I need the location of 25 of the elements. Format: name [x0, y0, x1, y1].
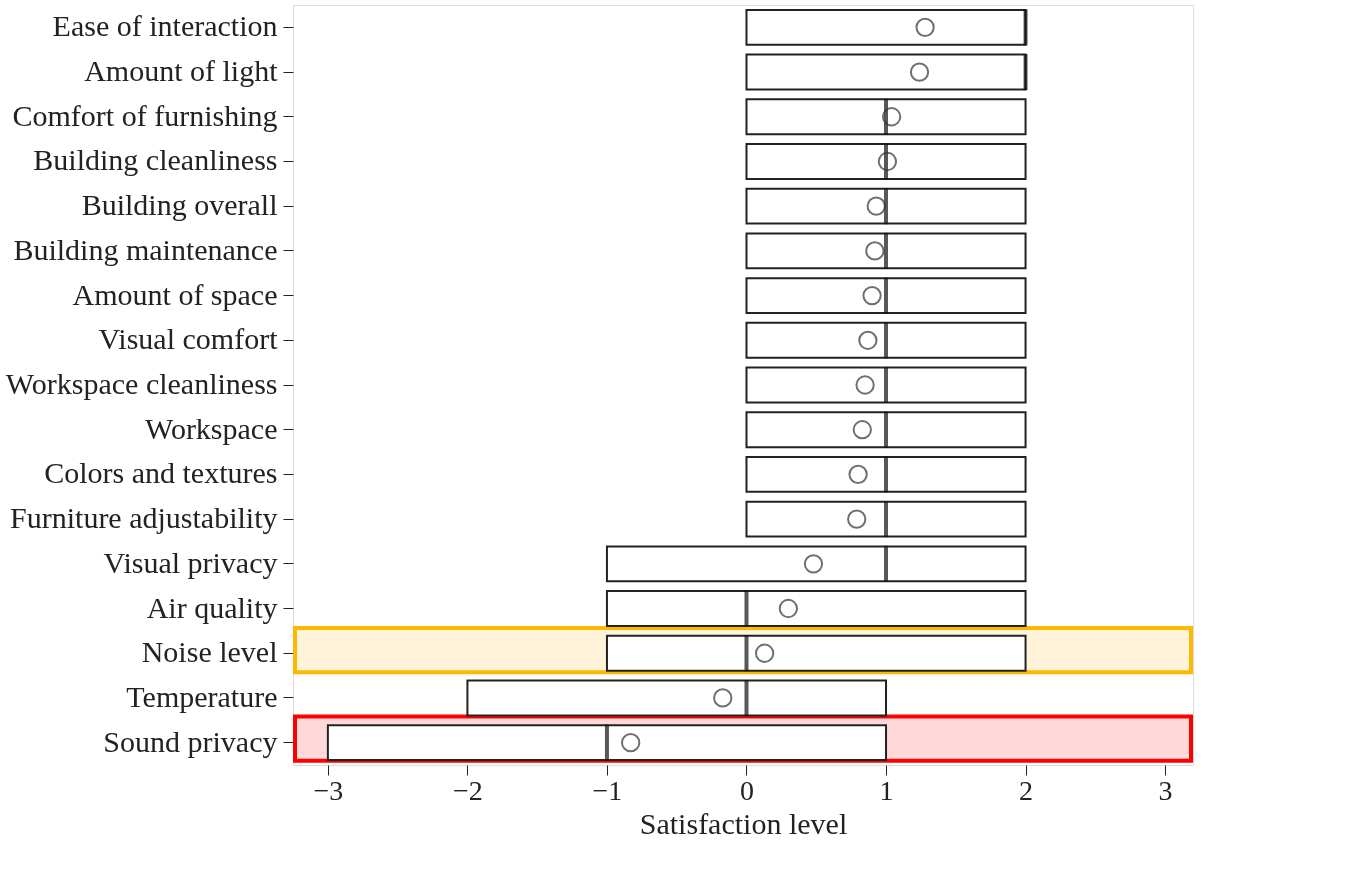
x-tick-label: 2 [1019, 774, 1034, 806]
y-tick-label: Noise level [141, 635, 278, 669]
y-tick-label: Workspace cleanliness [5, 367, 278, 400]
y-tick-label: Visual comfort [98, 322, 279, 356]
x-axis-title: Satisfaction level [639, 806, 848, 840]
x-tick-label: −3 [313, 774, 344, 806]
y-tick-label: Building maintenance [13, 232, 278, 266]
y-tick-label: Air quality [146, 590, 278, 624]
y-tick-label: Temperature [126, 679, 278, 713]
y-tick-label: Colors and textures [44, 456, 278, 490]
y-tick-label: Comfort of furnishing [12, 98, 278, 132]
x-tick-label: −1 [592, 774, 623, 806]
x-tick-label: 0 [739, 774, 754, 806]
y-tick-label: Sound privacy [103, 724, 278, 758]
y-tick-label: Amount of light [84, 54, 279, 88]
y-tick-label: Amount of space [72, 277, 278, 311]
y-tick-label: Building overall [81, 188, 278, 222]
y-tick-label: Furniture adjustability [10, 501, 278, 535]
x-tick-label: 1 [879, 774, 894, 806]
x-tick-label: −2 [453, 774, 483, 806]
y-tick-label: Visual privacy [103, 545, 278, 579]
y-tick-label: Ease of interaction [52, 9, 278, 43]
y-tick-label: Workspace [144, 411, 278, 445]
x-tick-label: 3 [1158, 774, 1173, 806]
y-tick-label: Building cleanliness [33, 143, 278, 177]
